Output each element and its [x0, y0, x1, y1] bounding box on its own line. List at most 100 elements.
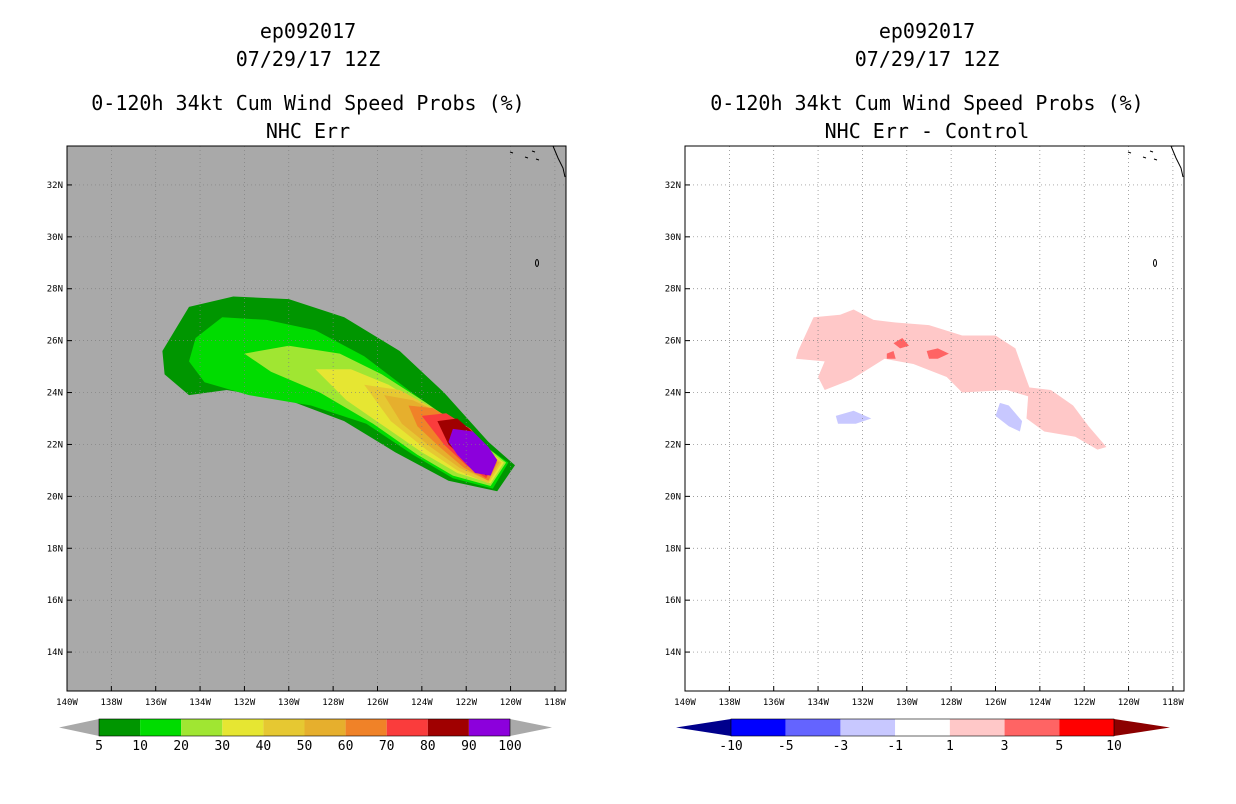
x-tick-label: 138W [719, 698, 741, 708]
right-chart-title: 0-120h 34kt Cum Wind Speed Probs (%) [710, 91, 1143, 115]
right-chart-subtitle: NHC Err - Control [825, 119, 1030, 143]
x-tick-label: 126W [367, 698, 389, 708]
colorbar-segment [345, 719, 387, 736]
x-tick-label: 136W [763, 698, 785, 708]
right-colorbar: -10 -5 -3 -1 1 3 5 10 [676, 718, 1170, 754]
difference-region-4 [886, 351, 896, 359]
x-tick-label: 140W [674, 698, 696, 708]
y-tick-label: 14N [47, 648, 63, 658]
colorbar-segment [468, 719, 510, 736]
island-shape [531, 150, 536, 153]
y-tick-label: 28N [665, 285, 681, 295]
x-tick-label: 122W [1073, 698, 1095, 708]
colorbar-label: 70 [379, 739, 395, 754]
colorbar-label: 40 [256, 739, 272, 754]
island-shape [1127, 151, 1132, 154]
y-tick-label: 18N [47, 544, 63, 554]
colorbar-label: 10 [132, 739, 148, 754]
left-colorbar: 5 10 20 30 40 50 60 70 80 90 100 [59, 718, 552, 754]
colorbar-segment [263, 719, 305, 736]
y-tick-label: 16N [47, 596, 63, 606]
x-tick-label: 132W [234, 698, 256, 708]
left-chart-subtitle: NHC Err [266, 119, 350, 143]
x-tick-label: 126W [985, 698, 1007, 708]
x-tick-label: 122W [455, 698, 477, 708]
plot-background [685, 146, 1184, 691]
colorbar-segment [222, 719, 264, 736]
colorbar-label: 1 [946, 739, 954, 754]
island-shape [1153, 158, 1158, 161]
x-tick-label: 124W [411, 698, 433, 708]
colorbar-segment [386, 719, 428, 736]
coastline [1170, 145, 1184, 178]
colorbar-label: -1 [887, 739, 903, 754]
left-chart-title: 0-120h 34kt Cum Wind Speed Probs (%) [91, 91, 524, 115]
colorbar-segment [1004, 719, 1060, 736]
y-tick-label: 20N [47, 492, 63, 502]
x-tick-label: 134W [189, 698, 211, 708]
colorbar-label: 5 [1055, 739, 1063, 754]
island-shape [1149, 150, 1154, 153]
colorbar-low-arrow [676, 719, 731, 736]
colorbar-label: 30 [214, 739, 230, 754]
colorbar-label: 60 [338, 739, 354, 754]
colorbar-label: 90 [461, 739, 477, 754]
colorbar-high-arrow [1114, 719, 1170, 736]
colorbar-label: 5 [95, 739, 103, 754]
colorbar-segment [949, 719, 1005, 736]
y-tick-label: 28N [47, 285, 63, 295]
colorbar-low-arrow [59, 719, 99, 736]
y-tick-label: 14N [665, 648, 681, 658]
island-shape [535, 259, 539, 267]
y-tick-label: 18N [665, 544, 681, 554]
right-storm-id: ep092017 [879, 19, 975, 43]
colorbar-segment [140, 719, 182, 736]
colorbar-label: 50 [297, 739, 313, 754]
x-tick-label: 118W [544, 698, 566, 708]
x-tick-label: 130W [278, 698, 300, 708]
colorbar-high-arrow [510, 719, 552, 736]
colorbar-label: -10 [719, 739, 742, 754]
x-tick-label: 132W [852, 698, 874, 708]
x-tick-label: 130W [896, 698, 918, 708]
plot-background [67, 146, 566, 691]
y-tick-label: 16N [665, 596, 681, 606]
colorbar-segment [1059, 719, 1114, 736]
x-tick-label: 120W [1118, 698, 1140, 708]
island-shape [535, 158, 540, 161]
difference-region-0 [795, 309, 1034, 398]
y-tick-label: 32N [665, 181, 681, 191]
colorbar-frame [98, 718, 511, 737]
island-shape [509, 151, 514, 154]
colorbar-label: 3 [1001, 739, 1009, 754]
x-tick-label: 120W [500, 698, 522, 708]
y-tick-label: 30N [665, 233, 681, 243]
x-tick-label: 118W [1162, 698, 1184, 708]
plot-frame [684, 145, 1185, 692]
y-tick-label: 24N [665, 389, 681, 399]
y-tick-label: 26N [665, 337, 681, 347]
probability-contour-90 [448, 428, 498, 476]
colorbar-frame [730, 718, 1115, 737]
x-tick-label: 138W [101, 698, 123, 708]
colorbar-segment [785, 719, 841, 736]
colorbar-label: -3 [833, 739, 849, 754]
x-tick-label: 128W [322, 698, 344, 708]
right-plot-area: 140W 138W 136W 134W 132W 130W 128W 126W 124W 122W… [665, 145, 1185, 708]
colorbar-segment [427, 719, 469, 736]
colorbar-segment [181, 719, 223, 736]
colorbar-label: 10 [1106, 739, 1122, 754]
x-tick-label: 128W [940, 698, 962, 708]
island-shape [1142, 156, 1147, 159]
y-tick-label: 30N [47, 233, 63, 243]
coastline [552, 145, 566, 178]
colorbar-segment [304, 719, 346, 736]
y-tick-label: 22N [47, 440, 63, 450]
left-storm-id: ep092017 [260, 19, 356, 43]
x-tick-label: 140W [56, 698, 78, 708]
x-tick-label: 124W [1029, 698, 1051, 708]
right-panel: ep092017 07/29/17 12Z 0-120h 34kt Cum Wi… [665, 19, 1185, 754]
colorbar-label: 80 [420, 739, 436, 754]
colorbar-label: -5 [778, 739, 794, 754]
